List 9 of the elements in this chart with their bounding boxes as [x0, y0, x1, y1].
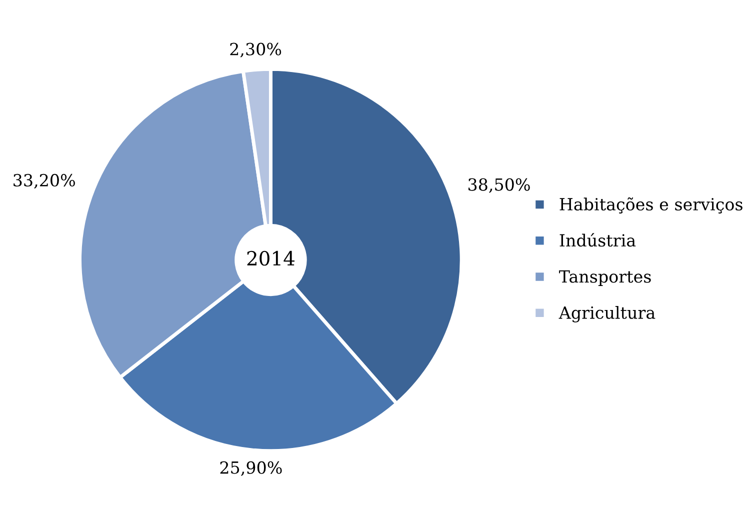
text: 2014: [247, 250, 294, 266]
data-label: 2,30%: [230, 42, 282, 58]
legend-label: Habitações e serviços: [560, 197, 742, 214]
data-label: 25,90%: [220, 461, 282, 476]
legend-label: Agricultura: [558, 306, 656, 322]
legend-label: Tansportes: [559, 270, 651, 286]
data-label: 33,20%: [14, 174, 75, 189]
data-label: 38,50%: [468, 178, 530, 193]
legend-label: Indústria: [560, 233, 636, 247]
